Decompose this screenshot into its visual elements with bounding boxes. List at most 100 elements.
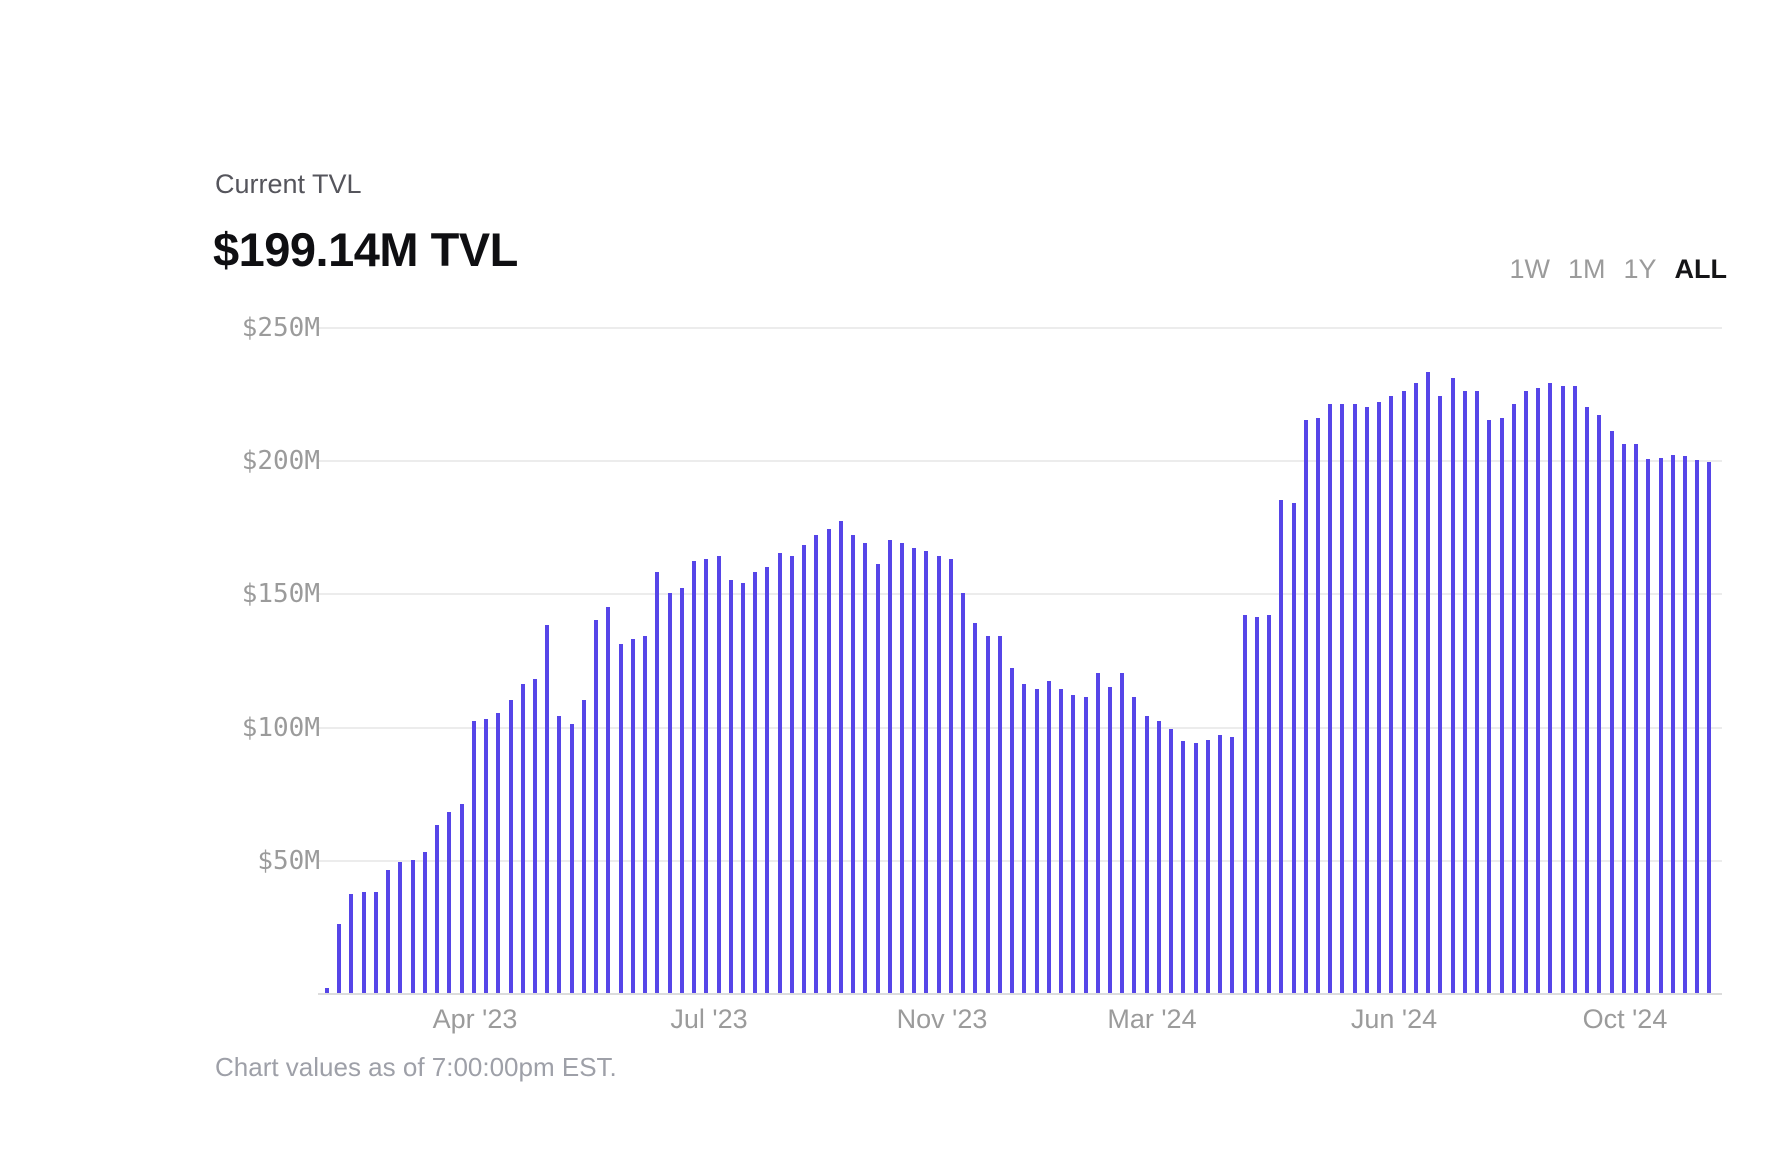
tvl-bar[interactable]: [1511, 404, 1516, 993]
tvl-bar[interactable]: [863, 543, 868, 993]
tvl-bar[interactable]: [912, 548, 917, 993]
tvl-bar[interactable]: [1083, 697, 1088, 993]
tvl-bar[interactable]: [1132, 697, 1137, 993]
tvl-bar[interactable]: [557, 716, 562, 993]
tvl-bar[interactable]: [936, 556, 941, 993]
tvl-bar[interactable]: [1609, 431, 1614, 993]
tvl-bar[interactable]: [851, 535, 856, 993]
tvl-bar[interactable]: [789, 556, 794, 993]
tvl-bar[interactable]: [875, 564, 880, 993]
range-option-1m[interactable]: 1M: [1567, 254, 1606, 284]
range-option-all[interactable]: ALL: [1674, 254, 1727, 284]
tvl-bar[interactable]: [1438, 396, 1443, 993]
tvl-bar[interactable]: [1389, 396, 1394, 993]
tvl-bar[interactable]: [924, 551, 929, 993]
tvl-bar[interactable]: [1340, 404, 1345, 993]
tvl-bar[interactable]: [997, 636, 1002, 993]
tvl-bar[interactable]: [802, 545, 807, 993]
tvl-bar[interactable]: [716, 556, 721, 993]
tvl-bar[interactable]: [1193, 743, 1198, 993]
tvl-bar[interactable]: [1095, 673, 1100, 993]
tvl-bar[interactable]: [1377, 402, 1382, 993]
tvl-bar[interactable]: [1560, 386, 1565, 993]
tvl-bar[interactable]: [1181, 741, 1186, 993]
tvl-bar[interactable]: [459, 804, 464, 993]
tvl-bar[interactable]: [1303, 420, 1308, 993]
tvl-bar[interactable]: [1707, 462, 1712, 993]
tvl-bar[interactable]: [1120, 673, 1125, 993]
tvl-bar[interactable]: [349, 894, 354, 993]
tvl-bar[interactable]: [1156, 721, 1161, 993]
tvl-bar[interactable]: [630, 639, 635, 993]
range-option-1w[interactable]: 1W: [1509, 254, 1550, 284]
tvl-bar[interactable]: [753, 572, 758, 993]
tvl-bar[interactable]: [606, 607, 611, 993]
tvl-bar[interactable]: [361, 892, 366, 993]
tvl-bar[interactable]: [692, 561, 697, 993]
tvl-bar[interactable]: [1267, 615, 1272, 993]
tvl-bar[interactable]: [985, 636, 990, 993]
tvl-bar[interactable]: [1621, 444, 1626, 993]
tvl-bar[interactable]: [1572, 386, 1577, 993]
tvl-bar[interactable]: [1010, 668, 1015, 993]
tvl-bar[interactable]: [435, 825, 440, 993]
tvl-bar[interactable]: [508, 700, 513, 993]
tvl-bar[interactable]: [1364, 407, 1369, 993]
tvl-bar[interactable]: [667, 593, 672, 993]
tvl-bar[interactable]: [826, 529, 831, 993]
tvl-bar[interactable]: [471, 721, 476, 993]
range-option-1y[interactable]: 1Y: [1623, 254, 1657, 284]
tvl-bar[interactable]: [1413, 383, 1418, 993]
tvl-bar[interactable]: [643, 636, 648, 993]
tvl-bar[interactable]: [655, 572, 660, 993]
tvl-bar[interactable]: [1548, 383, 1553, 993]
tvl-bar[interactable]: [1585, 407, 1590, 993]
tvl-bar[interactable]: [1487, 420, 1492, 993]
tvl-bar[interactable]: [1499, 418, 1504, 993]
tvl-bar[interactable]: [1169, 729, 1174, 993]
tvl-bar[interactable]: [1059, 689, 1064, 993]
tvl-bar[interactable]: [838, 521, 843, 993]
tvl-bar[interactable]: [581, 700, 586, 993]
tvl-bar[interactable]: [973, 623, 978, 993]
tvl-bar[interactable]: [1683, 456, 1688, 993]
tvl-bar[interactable]: [447, 812, 452, 993]
tvl-bar[interactable]: [1634, 444, 1639, 993]
tvl-bar[interactable]: [545, 625, 550, 993]
tvl-bar[interactable]: [704, 559, 709, 993]
tvl-bar[interactable]: [728, 580, 733, 993]
tvl-bar[interactable]: [1536, 388, 1541, 993]
tvl-bar[interactable]: [1291, 503, 1296, 993]
tvl-bar[interactable]: [373, 892, 378, 993]
tvl-bar[interactable]: [777, 553, 782, 993]
tvl-bar[interactable]: [520, 684, 525, 993]
tvl-bar[interactable]: [740, 583, 745, 993]
tvl-bar[interactable]: [1352, 404, 1357, 993]
tvl-bar[interactable]: [1144, 716, 1149, 993]
tvl-bar[interactable]: [1475, 391, 1480, 993]
tvl-bar[interactable]: [484, 719, 489, 993]
tvl-bar[interactable]: [325, 988, 329, 993]
tvl-bar[interactable]: [1328, 404, 1333, 993]
tvl-bar[interactable]: [1450, 378, 1455, 993]
tvl-bar[interactable]: [1230, 737, 1235, 993]
tvl-bar[interactable]: [1658, 458, 1663, 993]
tvl-bar[interactable]: [1646, 459, 1651, 993]
tvl-bar[interactable]: [1401, 391, 1406, 993]
tvl-bar[interactable]: [765, 567, 770, 993]
tvl-bar[interactable]: [1034, 689, 1039, 993]
tvl-bar[interactable]: [814, 535, 819, 993]
tvl-bar[interactable]: [1426, 372, 1431, 993]
tvl-bar[interactable]: [1022, 684, 1027, 993]
tvl-bar[interactable]: [1205, 740, 1210, 993]
tvl-bar[interactable]: [1597, 415, 1602, 993]
tvl-bar[interactable]: [496, 713, 501, 993]
tvl-bar[interactable]: [1315, 418, 1320, 993]
tvl-bar[interactable]: [1523, 391, 1528, 993]
tvl-bar[interactable]: [1254, 617, 1259, 993]
tvl-bar[interactable]: [1670, 455, 1675, 993]
tvl-bar[interactable]: [961, 593, 966, 993]
tvl-bar[interactable]: [1279, 500, 1284, 993]
tvl-bar[interactable]: [1108, 687, 1112, 993]
tvl-bar[interactable]: [1462, 391, 1467, 993]
